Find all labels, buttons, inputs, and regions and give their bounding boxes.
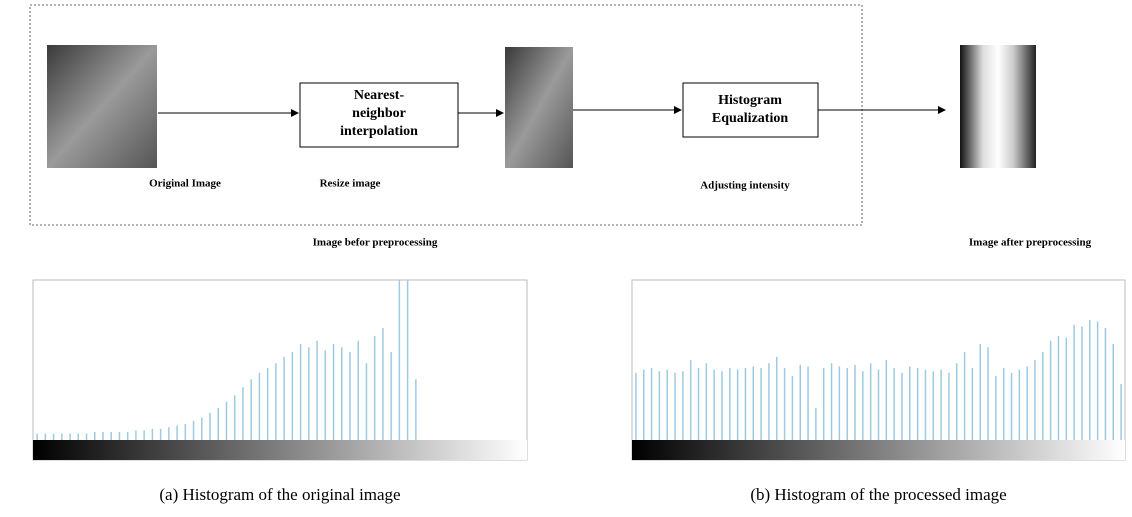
box-label: Histogram	[718, 93, 782, 108]
box-label: interpolation	[340, 124, 418, 139]
colorbar	[33, 440, 527, 460]
xray-equalized	[960, 45, 1036, 168]
caption: (a) Histogram of the original image	[159, 485, 400, 504]
label: Adjusting intensity	[700, 180, 790, 192]
colorbar	[632, 440, 1125, 460]
box-label: neighbor	[352, 106, 406, 121]
xray-original	[47, 45, 157, 168]
caption: (b) Histogram of the processed image	[750, 485, 1006, 504]
box-label: Nearest-	[354, 88, 405, 103]
label: Original Image	[149, 178, 221, 190]
xray-resized	[505, 47, 573, 168]
box-label: Equalization	[712, 111, 788, 126]
label: Image befor preprocessing	[313, 237, 438, 249]
label: Resize image	[320, 178, 381, 190]
plot-area	[33, 280, 527, 460]
process-box	[683, 83, 818, 137]
label: Image after preprocessing	[969, 237, 1092, 249]
figure: Original Image Nearest- neighbor interpo…	[0, 0, 1132, 512]
